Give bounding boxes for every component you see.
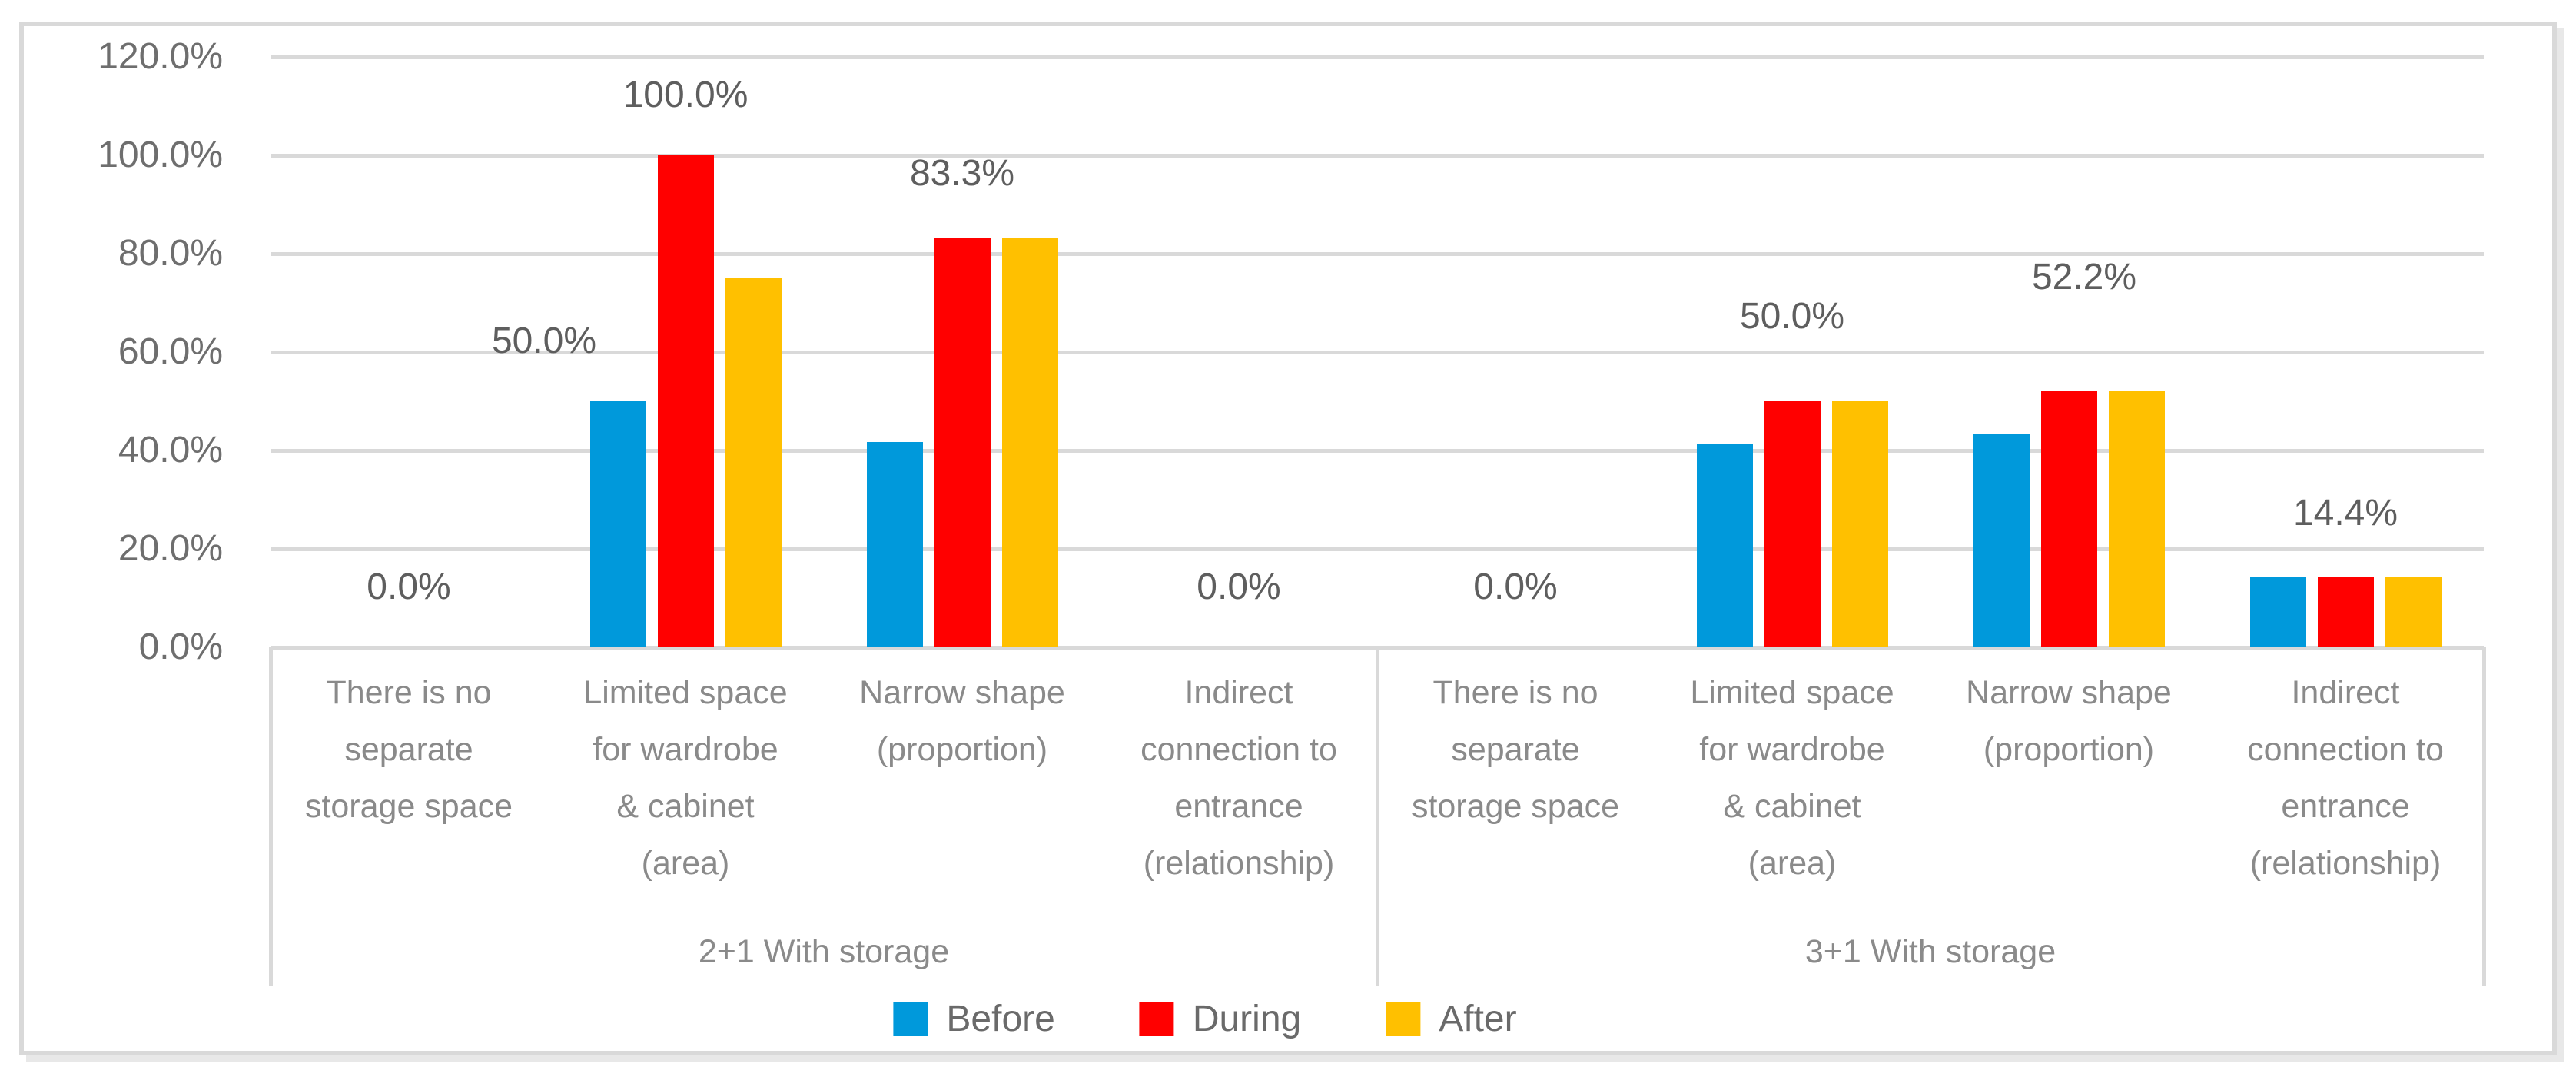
bar-during-group1-cat2 xyxy=(2040,390,2097,647)
data-label: 50.0% xyxy=(491,320,597,361)
group-label: 3+1 With storage xyxy=(1804,933,2056,970)
bar-during-group0-cat2 xyxy=(934,237,991,647)
legend-item-after: After xyxy=(1386,998,1517,1040)
data-label: 0.0% xyxy=(1473,566,1558,607)
category-label: Limited space for wardrobe & cabinet (area) xyxy=(583,674,788,882)
bar-before-group0-cat1 xyxy=(589,401,646,647)
category-label: Limited space for wardrobe & cabinet (area) xyxy=(1690,674,1894,882)
gridline-100 xyxy=(271,153,2484,158)
category-label: There is no separate storage space xyxy=(304,674,513,825)
bar-before-group1-cat1 xyxy=(1696,444,1753,647)
legend-label: After xyxy=(1439,999,1517,1039)
category-label: Narrow shape (proportion) xyxy=(859,674,1065,768)
category-label: Indirect connection to entrance (relationsh… xyxy=(1140,674,1337,882)
gridline-60 xyxy=(271,350,2484,354)
category-axis-divider xyxy=(2481,647,2486,986)
data-label: 14.4% xyxy=(2292,492,2398,534)
bar-after-group1-cat1 xyxy=(1831,401,1888,647)
data-label: 0.0% xyxy=(367,566,451,607)
bar-after-group1-cat3 xyxy=(2385,576,2442,647)
y-tick-label: 20.0% xyxy=(118,528,223,569)
category-label: Indirect connection to entrance (relationsh… xyxy=(2247,674,2444,882)
data-label: 50.0% xyxy=(1739,295,1845,337)
chart-frame xyxy=(19,22,2557,1055)
legend-swatch-during-icon xyxy=(1139,1002,1174,1036)
data-label: 0.0% xyxy=(1197,566,1281,607)
category-axis-divider xyxy=(268,647,273,986)
bar-before-group1-cat2 xyxy=(1973,433,2030,647)
legend-label: During xyxy=(1192,999,1302,1039)
category-label: There is no separate storage space xyxy=(1411,674,1620,825)
bar-before-group0-cat2 xyxy=(866,442,923,647)
bar-before-group1-cat3 xyxy=(2249,576,2306,647)
legend-item-before: Before xyxy=(893,998,1055,1040)
group-label: 2+1 With storage xyxy=(698,933,950,970)
bar-after-group0-cat2 xyxy=(1001,237,1058,647)
data-label: 83.3% xyxy=(909,153,1015,194)
data-label: 100.0% xyxy=(622,74,749,115)
y-tick-label: 80.0% xyxy=(118,233,223,274)
category-axis-divider xyxy=(1375,647,1379,986)
bar-during-group1-cat1 xyxy=(1764,401,1821,647)
legend-swatch-after-icon xyxy=(1386,1002,1421,1036)
bar-during-group0-cat1 xyxy=(657,155,714,647)
legend-label: Before xyxy=(946,999,1055,1039)
gridline-120 xyxy=(271,55,2484,59)
y-tick-label: 0.0% xyxy=(138,627,223,667)
gridline-40 xyxy=(271,448,2484,453)
category-label: Narrow shape (proportion) xyxy=(1966,674,2172,768)
gridline-20 xyxy=(271,547,2484,551)
bar-after-group0-cat1 xyxy=(725,278,782,647)
legend: Before During After xyxy=(893,998,1517,1040)
legend-item-during: During xyxy=(1139,998,1302,1040)
y-tick-label: 60.0% xyxy=(118,331,223,372)
data-label: 52.2% xyxy=(2031,256,2137,298)
bar-during-group1-cat3 xyxy=(2317,576,2374,647)
gridline-80 xyxy=(271,251,2484,256)
bar-after-group1-cat2 xyxy=(2108,390,2165,647)
legend-swatch-before-icon xyxy=(893,1002,928,1036)
y-tick-label: 120.0% xyxy=(98,36,223,77)
y-tick-label: 40.0% xyxy=(118,430,223,470)
y-tick-label: 100.0% xyxy=(98,135,223,175)
